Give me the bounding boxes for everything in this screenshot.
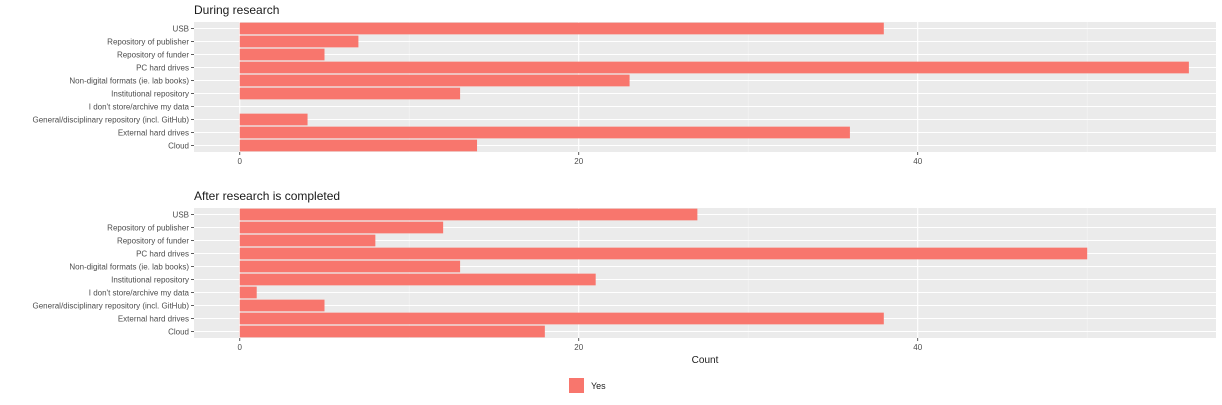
- x-tick-label-1-1: 20: [574, 157, 583, 166]
- bar-1-8: [239, 126, 850, 139]
- category-label-2-7: General/disciplinary repository (incl. G…: [33, 302, 190, 311]
- x-tick-label-2-1: 20: [574, 343, 583, 352]
- category-label-1-5: Institutional repository: [111, 90, 189, 99]
- category-label-2-1: Repository of publisher: [107, 224, 189, 233]
- category-label-2-5: Institutional repository: [111, 276, 189, 285]
- legend-label-yes: Yes: [591, 381, 606, 391]
- bar-1-5: [239, 87, 461, 100]
- category-label-2-2: Repository of funder: [117, 237, 189, 246]
- bar-1-7: [239, 113, 308, 126]
- category-label-1-4: Non-digital formats (ie. lab books): [69, 77, 189, 86]
- category-label-1-0: USB: [173, 25, 189, 34]
- category-label-1-9: Cloud: [168, 142, 189, 151]
- x-axis-label: Count: [692, 355, 719, 366]
- panel-title-2: After research is completed: [194, 189, 340, 203]
- category-label-2-6: I don't store/archive my data: [89, 289, 190, 298]
- bar-2-8: [239, 312, 884, 325]
- bar-2-9: [239, 325, 545, 338]
- bar-2-5: [239, 273, 596, 286]
- bar-2-1: [239, 221, 444, 234]
- bar-1-1: [239, 35, 359, 48]
- category-label-1-6: I don't store/archive my data: [89, 103, 190, 112]
- x-tick-label-2-0: 0: [238, 343, 243, 352]
- bar-2-2: [239, 234, 376, 247]
- bar-2-0: [239, 208, 698, 221]
- bar-1-0: [239, 22, 884, 35]
- category-label-2-4: Non-digital formats (ie. lab books): [69, 263, 189, 272]
- category-label-1-8: External hard drives: [118, 129, 189, 138]
- panel-title-1: During research: [194, 3, 279, 17]
- category-label-2-3: PC hard drives: [136, 250, 189, 259]
- category-label-1-3: PC hard drives: [136, 64, 189, 73]
- category-label-2-9: Cloud: [168, 328, 189, 337]
- bar-2-7: [239, 299, 325, 312]
- bar-1-9: [239, 139, 478, 152]
- category-label-1-2: Repository of funder: [117, 51, 189, 60]
- bar-2-3: [239, 247, 1088, 260]
- x-tick-label-1-0: 0: [238, 157, 243, 166]
- x-tick-label-1-2: 40: [913, 157, 922, 166]
- bar-1-2: [239, 48, 325, 61]
- legend-swatch-yes: [569, 378, 584, 393]
- category-label-1-1: Repository of publisher: [107, 38, 189, 47]
- bar-1-4: [239, 74, 630, 87]
- bar-1-3: [239, 61, 1189, 74]
- bar-2-4: [239, 260, 461, 273]
- category-label-2-0: USB: [173, 211, 189, 220]
- bar-2-6: [239, 286, 257, 299]
- x-tick-label-2-2: 40: [913, 343, 922, 352]
- category-label-1-7: General/disciplinary repository (incl. G…: [33, 116, 190, 125]
- category-label-2-8: External hard drives: [118, 315, 189, 324]
